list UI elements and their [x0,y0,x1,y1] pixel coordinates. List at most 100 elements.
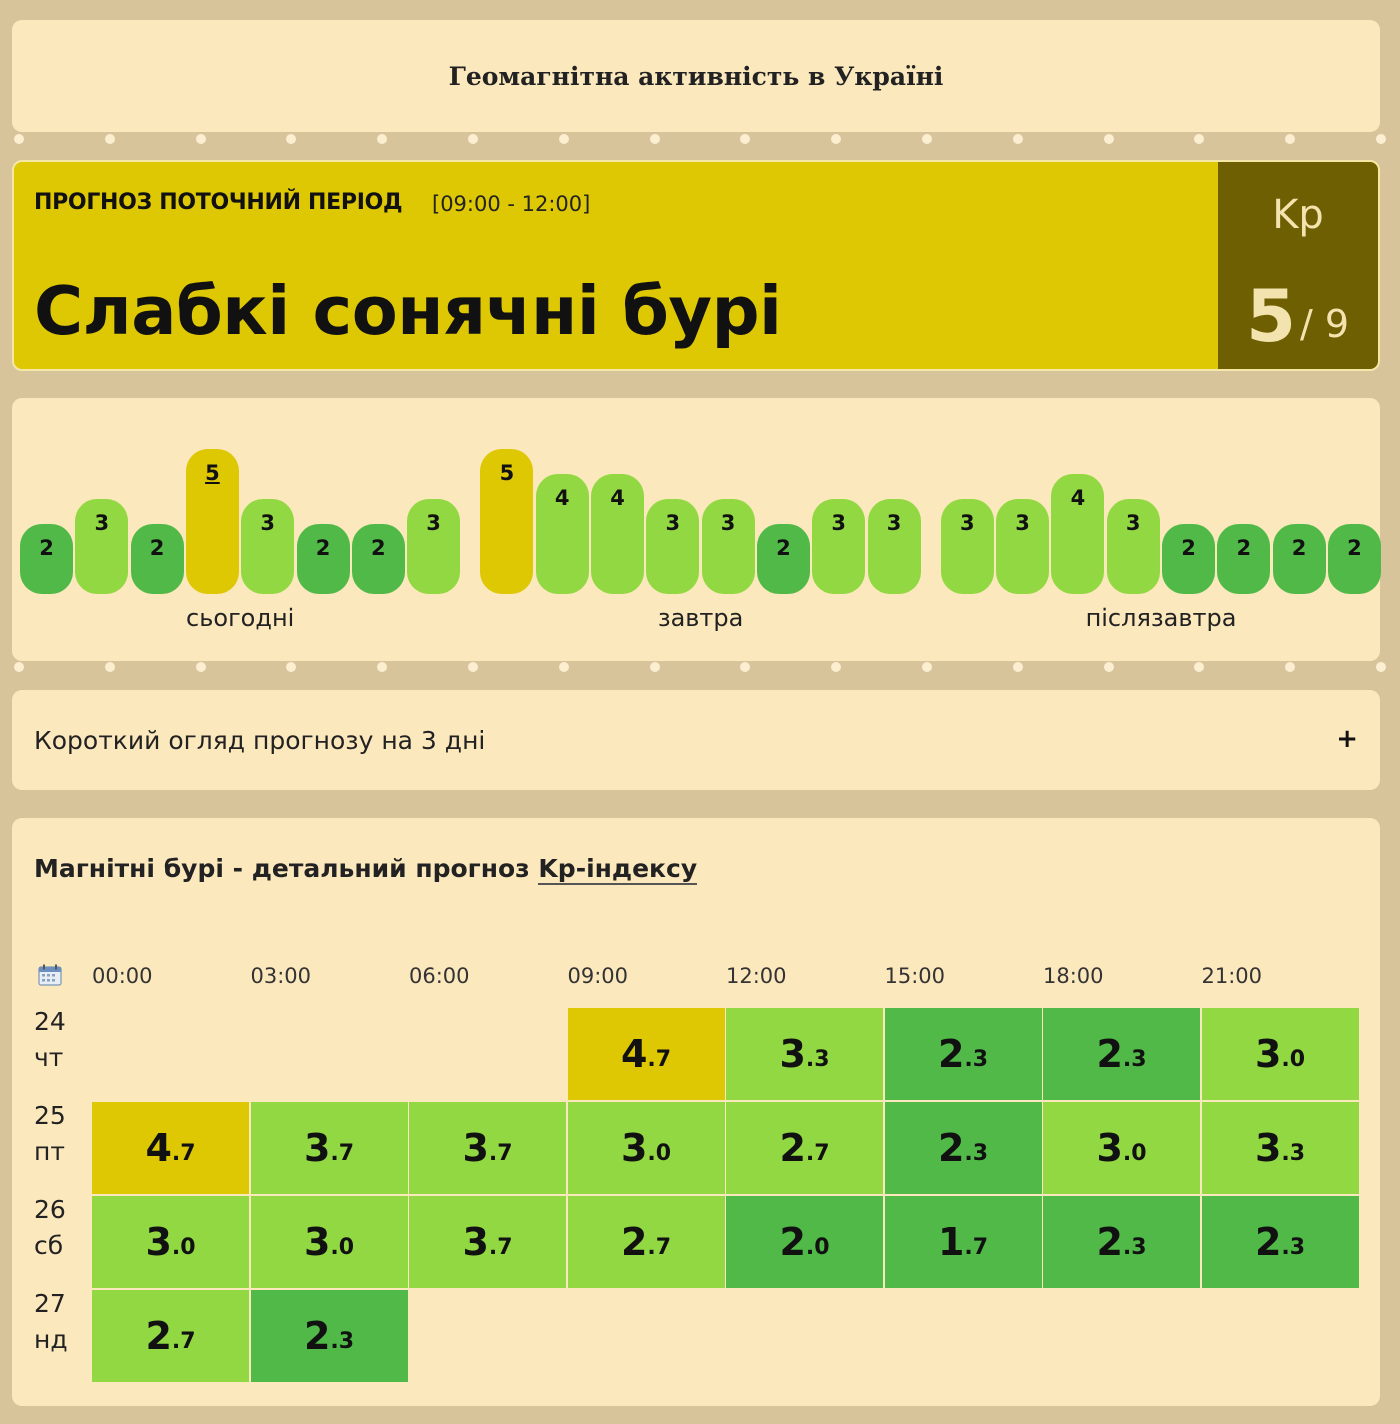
kp-cell: 3.7 [409,1196,566,1288]
divider-dot [921,134,932,144]
date-day: 24 [34,1007,66,1036]
kp-cell: 2.7 [567,1196,725,1288]
date-label: 26 сб [34,1192,66,1264]
title-card: Геомагнітна активність в Україні [12,20,1380,132]
kp-bar[interactable]: 2 [351,524,405,594]
hour-label: 21:00 [1201,964,1263,988]
kp-cell: 2.7 [726,1102,883,1194]
day-label: післязавтра [1085,604,1237,632]
kp-cell: 4.7 [567,1008,725,1100]
kp-cell-decimal: .3 [1122,1234,1147,1260]
current-period-label: ПРОГНОЗ ПОТОЧНИЙ ПЕРІОД [34,190,403,215]
kp-bar[interactable]: 4 [535,474,589,594]
date-day: 25 [34,1101,66,1130]
day-label: завтра [657,604,744,632]
date-weekday: сб [34,1231,64,1260]
kp-bar[interactable]: 2 [756,524,810,594]
kp-bar[interactable]: 2 [20,524,73,594]
hour-label: 15:00 [884,964,946,988]
kp-cell: 3.0 [1201,1008,1359,1100]
hour-label: 03:00 [250,964,312,988]
divider-dot [1012,662,1023,672]
kp-cell: 3.0 [92,1196,249,1288]
divider-dots [10,662,1390,672]
kp-bar[interactable]: 4 [1051,474,1105,594]
kp-bar[interactable]: 2 [1162,524,1215,594]
hour-label: 06:00 [409,964,470,988]
divider-dot [831,662,842,672]
kp-cell: 3.7 [409,1102,566,1194]
divider-dot [377,134,388,144]
divider-dot [831,134,842,144]
kp-bar[interactable]: 3 [407,499,461,594]
day-label: сьогодні [186,604,295,632]
divider-dot [558,134,569,144]
divider-dot [195,134,206,144]
kp-bar[interactable]: 3 [75,499,129,594]
kp-box: Kp 5 / 9 [1218,162,1378,369]
kp-cell: 4.7 [92,1102,249,1194]
divider-dot [104,134,115,144]
kp-cell: 3.0 [250,1196,408,1288]
kp-cell: 3.0 [567,1102,725,1194]
kp-bar[interactable]: 3 [1106,499,1160,594]
kp-label: Kp [1272,192,1324,238]
date-label: 25 пт [34,1098,66,1170]
divider-dot [1194,662,1205,672]
kp-cell: 2.3 [884,1008,1042,1100]
kp-bar[interactable]: 2 [1217,524,1271,594]
hour-label: 18:00 [1043,964,1104,988]
kp-bar[interactable]: 2 [296,524,350,594]
divider-dot [740,134,751,144]
divider-dot [467,662,478,672]
kp-bar[interactable]: 3 [867,499,921,594]
kp-bar[interactable]: 3 [940,499,994,594]
kp-cell-decimal: .7 [488,1140,513,1166]
divider-dot [195,662,206,672]
kp-cell: 1.7 [884,1196,1042,1288]
kp-cell: 3.0 [1043,1102,1200,1194]
divider-dot [1375,662,1386,672]
overview-label: Короткий огляд прогнозу на 3 дні [34,726,486,755]
kp-bar[interactable]: 4 [591,474,644,594]
divider-dot [921,662,932,672]
kp-bar[interactable]: 5 [185,449,239,594]
divider-dot [558,662,569,672]
kp-bar[interactable]: 5 [480,449,534,594]
kp-bar[interactable]: 3 [646,499,700,594]
kp-bar[interactable]: 3 [241,499,295,594]
kp-bar[interactable]: 3 [701,499,755,594]
date-weekday: нд [34,1325,68,1354]
overview-accordion[interactable]: Короткий огляд прогнозу на 3 дні + [12,690,1380,790]
kp-bar[interactable]: 2 [1272,524,1326,594]
kp-cell-decimal: .0 [805,1234,830,1260]
kp-bar[interactable]: 3 [996,499,1050,594]
kp-cell-decimal: .7 [964,1234,989,1260]
date-weekday: чт [34,1043,64,1072]
kp-bar[interactable]: 3 [812,499,866,594]
kp-cell-decimal: .0 [171,1234,196,1260]
kp-cell-decimal: .3 [1122,1046,1147,1072]
divider-dot [467,134,478,144]
kp-cell-decimal: .7 [647,1046,672,1072]
divider-dot [649,662,660,672]
expand-plus-icon[interactable]: + [1336,724,1358,754]
kp-cell-decimal: .3 [1281,1140,1306,1166]
date-label: 24 чт [34,1004,66,1076]
date-label: 27 нд [34,1286,68,1358]
detail-forecast-card: Магнітні бурі - детальний прогноз Kp-інд… [12,818,1380,1406]
kp-index-link[interactable]: Kp-індексу [538,854,698,885]
kp-cell-decimal: .0 [330,1234,355,1260]
kp-cell-decimal: .7 [171,1328,196,1354]
kp-cell: 2.3 [1201,1196,1359,1288]
kp-cell: 3.3 [1201,1102,1359,1194]
kp-cell-decimal: .7 [488,1234,513,1260]
kp-bar[interactable]: 2 [1327,524,1381,594]
divider-dot [14,134,24,144]
kp-cell: 2.3 [1043,1008,1200,1100]
divider-dot [14,662,24,672]
kp-bars-card: 2 3 2 5 3 2 2 3 сьогодні 5 4 4 3 3 2 3 3 завтра 3 3 4 3 2 2 2 2 пі… [12,398,1381,661]
current-period-range: [09:00 - 12:00] [432,192,591,216]
kp-bar[interactable]: 2 [130,524,184,594]
kp-cell: 3.7 [250,1102,408,1194]
